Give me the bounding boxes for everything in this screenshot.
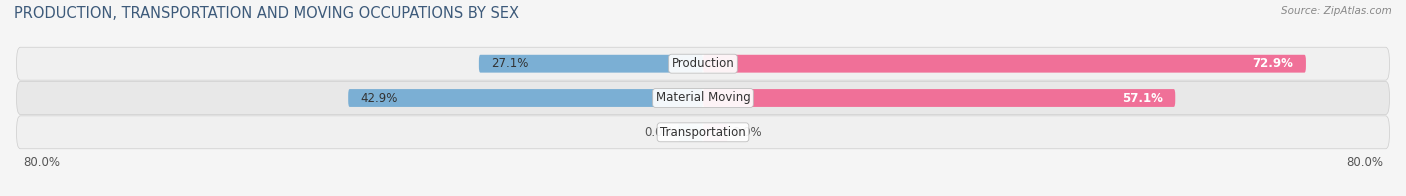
Text: Source: ZipAtlas.com: Source: ZipAtlas.com xyxy=(1281,6,1392,16)
Text: 0.0%: 0.0% xyxy=(644,126,673,139)
Text: Production: Production xyxy=(672,57,734,70)
FancyBboxPatch shape xyxy=(678,123,703,141)
Text: 72.9%: 72.9% xyxy=(1253,57,1294,70)
FancyBboxPatch shape xyxy=(17,82,1389,114)
FancyBboxPatch shape xyxy=(17,116,1389,149)
Text: Transportation: Transportation xyxy=(661,126,745,139)
Text: 57.1%: 57.1% xyxy=(1122,92,1163,104)
Text: 27.1%: 27.1% xyxy=(491,57,529,70)
FancyBboxPatch shape xyxy=(349,89,703,107)
Text: 42.9%: 42.9% xyxy=(360,92,398,104)
FancyBboxPatch shape xyxy=(479,55,703,73)
FancyBboxPatch shape xyxy=(703,123,728,141)
Text: 0.0%: 0.0% xyxy=(733,126,762,139)
Text: Material Moving: Material Moving xyxy=(655,92,751,104)
FancyBboxPatch shape xyxy=(703,89,1175,107)
Text: PRODUCTION, TRANSPORTATION AND MOVING OCCUPATIONS BY SEX: PRODUCTION, TRANSPORTATION AND MOVING OC… xyxy=(14,6,519,21)
FancyBboxPatch shape xyxy=(17,47,1389,80)
FancyBboxPatch shape xyxy=(703,55,1306,73)
